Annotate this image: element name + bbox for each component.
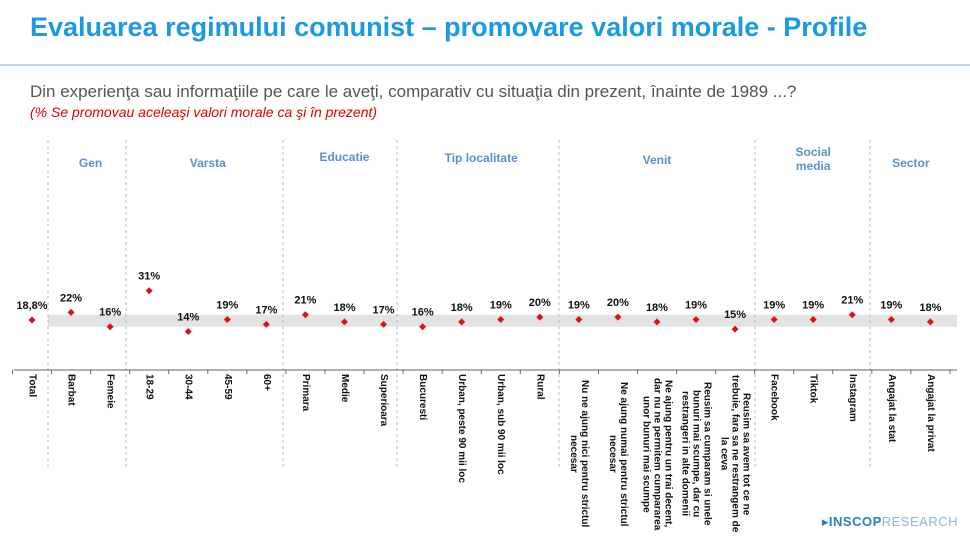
data-point xyxy=(926,318,934,326)
group-header: Venit xyxy=(643,153,672,167)
data-label: 19% xyxy=(568,300,590,312)
data-point xyxy=(301,311,309,319)
category-label: Facebook xyxy=(768,374,780,421)
title-divider xyxy=(0,64,970,66)
category-label: Ne ajung pentru un trai decent, dar nu n… xyxy=(640,377,674,531)
category-label: 60+ xyxy=(260,374,272,391)
data-label: 19% xyxy=(763,300,785,312)
category-label: Medie xyxy=(338,374,350,403)
data-label: 21% xyxy=(841,295,863,307)
category-label: Rural xyxy=(534,374,546,400)
question-text: Din experienţa sau informaţiile pe care … xyxy=(30,82,797,101)
data-point xyxy=(497,316,505,324)
data-point xyxy=(809,316,817,324)
category-label: Urban, peste 90 mii loc xyxy=(456,374,468,483)
data-label: 16% xyxy=(412,307,434,319)
category-label: Femeie xyxy=(104,374,116,409)
category-label: Superioara xyxy=(378,374,390,427)
category-label: Bucuresti xyxy=(417,374,429,421)
group-header: Gen xyxy=(79,156,102,170)
data-label: 19% xyxy=(490,300,512,312)
data-point xyxy=(653,318,661,326)
category-label: Reusim sa cumparam si unele bunuri mai s… xyxy=(679,382,713,526)
data-label: 17% xyxy=(373,304,395,316)
category-label: Reusim sa avem tot ce ne trebuie, fara s… xyxy=(718,375,752,533)
category-label: Ne ajung numai pentru strictul necesar xyxy=(606,381,629,527)
chart-note: (% Se promovau aceleaşi valori morale ca… xyxy=(30,104,378,120)
data-label: 18% xyxy=(646,302,668,314)
data-label: 22% xyxy=(60,292,82,304)
group-header: Educatie xyxy=(319,150,369,164)
category-label: 18-29 xyxy=(143,374,155,400)
page-title: Evaluarea regimului comunist – promovare… xyxy=(30,12,868,42)
data-point xyxy=(262,320,270,328)
data-point xyxy=(419,323,427,331)
data-point xyxy=(223,316,231,324)
data-point xyxy=(67,308,75,316)
data-label: 20% xyxy=(607,297,629,309)
category-label: Angajat la stat xyxy=(885,374,897,443)
data-point xyxy=(887,316,895,324)
data-point xyxy=(380,320,388,328)
group-header: Sector xyxy=(892,156,930,170)
data-label: 19% xyxy=(802,300,824,312)
data-label: 17% xyxy=(255,304,277,316)
data-label: 18% xyxy=(333,302,355,314)
category-label: Primara xyxy=(299,374,311,412)
group-header: Tip localitate xyxy=(445,151,518,165)
data-point xyxy=(28,316,36,324)
category-label: 30-44 xyxy=(182,374,194,400)
inscop-logo: ▸INSCOPRESEARCH xyxy=(821,514,958,529)
data-label: 20% xyxy=(529,297,551,309)
data-point xyxy=(145,287,153,295)
data-point xyxy=(536,313,544,321)
data-label: 15% xyxy=(724,309,746,321)
data-point xyxy=(575,316,583,324)
data-label: 16% xyxy=(99,307,121,319)
data-label: 18,8% xyxy=(16,300,47,312)
group-header: Social media xyxy=(796,145,831,173)
data-point xyxy=(184,328,192,336)
data-label: 31% xyxy=(138,271,160,283)
data-label: 18% xyxy=(451,302,473,314)
data-label: 14% xyxy=(177,312,199,324)
data-label: 19% xyxy=(880,300,902,312)
category-label: Tiktok xyxy=(807,374,819,404)
data-label: 19% xyxy=(685,300,707,312)
category-label: Nu ne ajung nici pentru strictul necesar xyxy=(567,380,590,528)
data-point xyxy=(692,316,700,324)
data-point xyxy=(614,313,622,321)
data-label: 19% xyxy=(216,300,238,312)
data-label: 21% xyxy=(294,295,316,307)
data-point xyxy=(770,316,778,324)
category-label: Angajat la privat xyxy=(924,374,936,452)
data-label: 18% xyxy=(919,302,941,314)
category-label: Urban, sub 90 mii loc xyxy=(495,374,507,475)
data-point xyxy=(848,311,856,319)
data-point xyxy=(731,325,739,333)
data-point xyxy=(340,318,348,326)
data-point xyxy=(106,323,114,331)
category-label: 45-59 xyxy=(221,374,233,400)
category-label: Instagram xyxy=(846,374,858,422)
category-label: Total xyxy=(26,374,38,398)
data-point xyxy=(458,318,466,326)
group-header: Varsta xyxy=(190,156,226,170)
category-label: Barbat xyxy=(65,374,77,406)
